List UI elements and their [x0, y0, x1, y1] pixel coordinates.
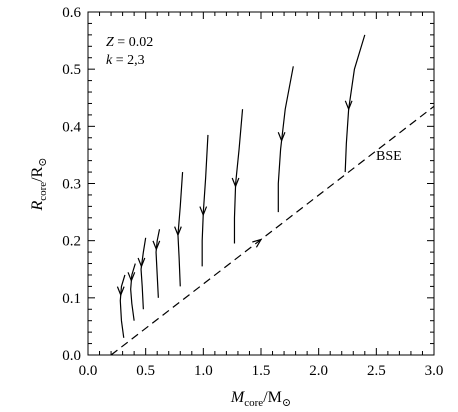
track-arrow — [199, 206, 208, 217]
x-tick-label: 2.0 — [309, 363, 328, 379]
track-arrow — [344, 100, 353, 111]
x-axis-title: Mcore/M⊙ — [230, 389, 291, 409]
track-arrow — [174, 226, 182, 237]
y-tick-label: 0.6 — [62, 5, 81, 21]
track-arrow — [152, 240, 161, 251]
track-arrow — [137, 257, 146, 269]
x-tick-label: 2.5 — [367, 363, 386, 379]
evolution-track — [277, 66, 294, 213]
evolution-track — [119, 274, 126, 338]
evolution-tracks — [116, 34, 366, 338]
evolution-track — [201, 134, 209, 267]
bse-relation — [110, 105, 435, 356]
evolution-track — [140, 237, 147, 310]
y-axis-title: Rcore/R⊙ — [29, 157, 49, 211]
evolution-track — [344, 34, 366, 173]
annotation-k: k = 2,3 — [106, 53, 145, 68]
y-tick-labels: 0.0 0.1 0.2 0.3 0.4 0.5 0.6 — [62, 5, 81, 364]
y-tick-label: 0.2 — [62, 234, 81, 250]
bse-relation-line — [110, 105, 435, 356]
x-tick-label: 0.0 — [79, 363, 98, 379]
track-arrow — [231, 177, 240, 188]
axis-ticks — [87, 11, 435, 356]
x-tick-label: 1.5 — [252, 363, 271, 379]
track-arrow — [127, 272, 136, 283]
y-tick-label: 0.1 — [62, 291, 81, 307]
y-tick-label: 0.0 — [62, 348, 81, 364]
y-tick-label: 0.3 — [62, 177, 81, 193]
evolution-track — [233, 109, 244, 244]
track-arrow — [116, 286, 125, 297]
x-tick-label: 3.0 — [425, 363, 444, 379]
x-tick-label: 1.0 — [194, 363, 213, 379]
x-tick-labels: 0.0 0.5 1.0 1.5 2.0 2.5 3.0 — [79, 363, 444, 379]
y-tick-label: 0.4 — [62, 119, 81, 135]
x-tick-label: 0.5 — [136, 363, 155, 379]
bse-label: BSE — [376, 149, 402, 164]
evolution-track — [155, 229, 161, 298]
y-tick-label: 0.5 — [62, 62, 81, 78]
annotation-metallicity: Z = 0.02 — [106, 35, 153, 50]
evolution-track — [130, 263, 136, 321]
bse-arrow — [252, 238, 263, 248]
track-arrow — [277, 132, 286, 143]
